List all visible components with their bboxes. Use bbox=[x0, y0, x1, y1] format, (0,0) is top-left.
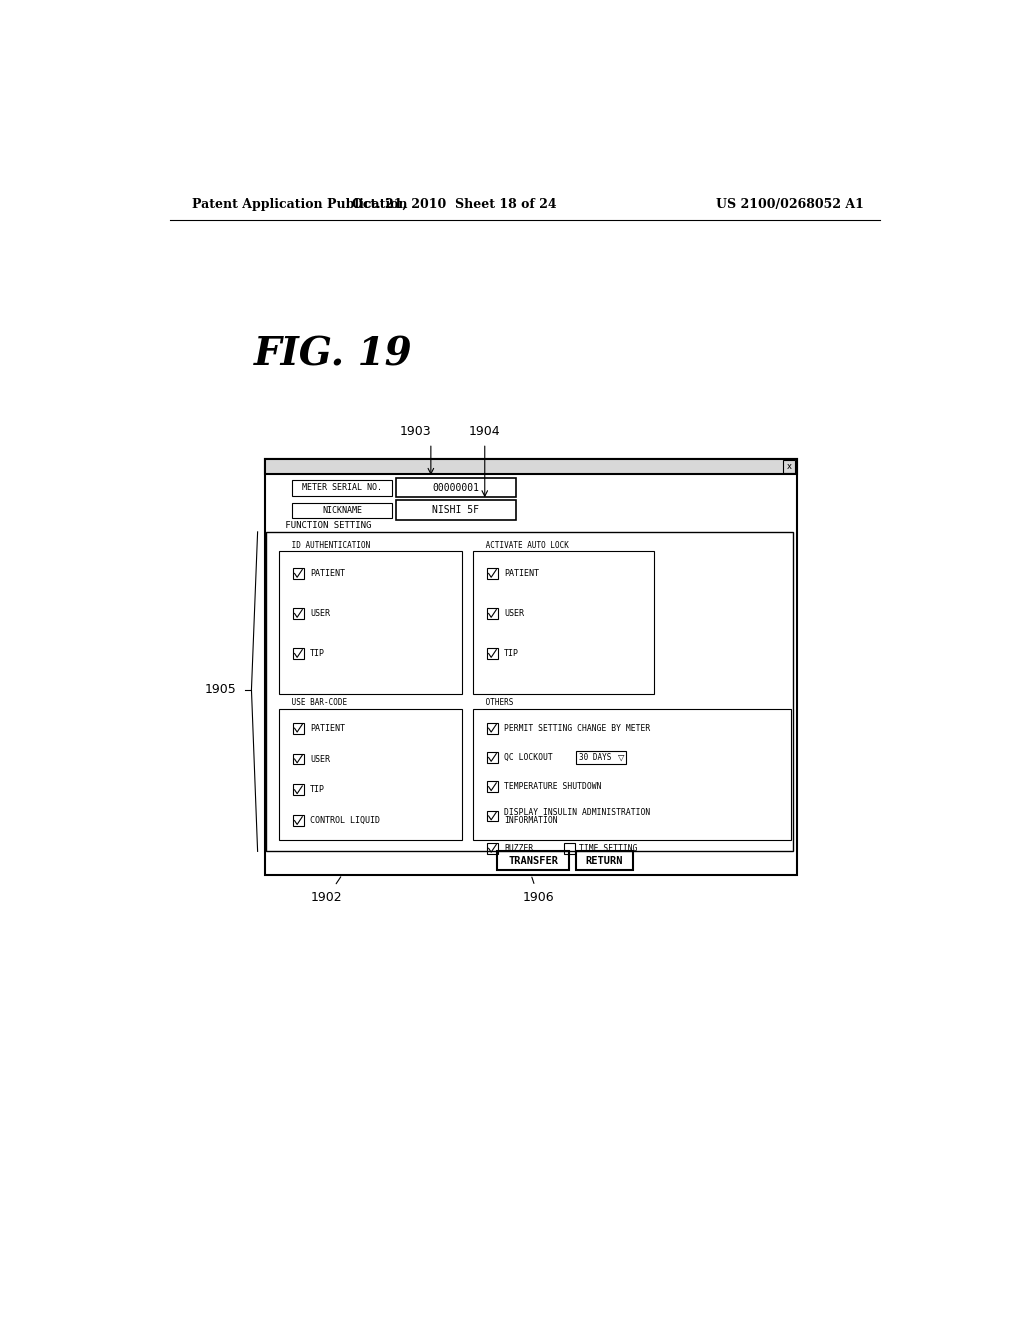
Bar bbox=[564, 843, 574, 854]
Text: USER: USER bbox=[504, 609, 524, 618]
Text: TIP: TIP bbox=[310, 649, 325, 657]
Bar bbox=[293, 609, 304, 619]
Bar bbox=[292, 480, 392, 495]
Text: QC LOCKOUT: QC LOCKOUT bbox=[504, 752, 553, 762]
Text: TIP: TIP bbox=[310, 785, 325, 795]
Text: USER: USER bbox=[310, 609, 330, 618]
Text: 30 DAYS: 30 DAYS bbox=[580, 752, 612, 762]
Bar bbox=[293, 723, 304, 734]
Text: RETURN: RETURN bbox=[586, 855, 623, 866]
Bar bbox=[487, 609, 498, 619]
Text: PATIENT: PATIENT bbox=[310, 723, 345, 733]
Text: ID AUTHENTICATION: ID AUTHENTICATION bbox=[287, 541, 375, 549]
Text: PERMIT SETTING CHANGE BY METER: PERMIT SETTING CHANGE BY METER bbox=[504, 723, 650, 733]
Text: OTHERS: OTHERS bbox=[481, 698, 518, 708]
Text: METER SERIAL NO.: METER SERIAL NO. bbox=[302, 483, 382, 492]
Bar bbox=[473, 552, 654, 693]
Text: FUNCTION SETTING: FUNCTION SETTING bbox=[280, 520, 377, 529]
Text: NISHI 5F: NISHI 5F bbox=[432, 506, 479, 515]
Text: US 2100/0268052 A1: US 2100/0268052 A1 bbox=[716, 198, 863, 211]
Bar bbox=[293, 784, 304, 795]
Bar bbox=[265, 459, 797, 874]
Text: PATIENT: PATIENT bbox=[310, 569, 345, 578]
Text: CONTROL LIQUID: CONTROL LIQUID bbox=[310, 816, 380, 825]
Text: 1902: 1902 bbox=[311, 891, 343, 904]
Bar bbox=[293, 754, 304, 764]
Text: TIME SETTING: TIME SETTING bbox=[580, 843, 638, 853]
Bar bbox=[293, 648, 304, 659]
Bar bbox=[782, 461, 795, 473]
Text: INFORMATION: INFORMATION bbox=[504, 816, 558, 825]
Text: ▽: ▽ bbox=[617, 752, 625, 762]
Text: x: x bbox=[786, 462, 792, 471]
Bar bbox=[487, 810, 498, 821]
Bar bbox=[265, 459, 797, 474]
Bar bbox=[487, 752, 498, 763]
Bar bbox=[487, 781, 498, 792]
Bar bbox=[473, 709, 792, 840]
Text: FIG. 19: FIG. 19 bbox=[254, 335, 413, 374]
Text: 1905: 1905 bbox=[205, 684, 237, 696]
Bar bbox=[293, 568, 304, 578]
Text: TIP: TIP bbox=[504, 649, 519, 657]
Text: Oct. 21, 2010  Sheet 18 of 24: Oct. 21, 2010 Sheet 18 of 24 bbox=[351, 198, 556, 211]
Text: USER: USER bbox=[310, 755, 330, 763]
Text: 00000001: 00000001 bbox=[432, 483, 479, 492]
Bar bbox=[487, 648, 498, 659]
Text: DISPLAY INSULIN ADMINISTRATION: DISPLAY INSULIN ADMINISTRATION bbox=[504, 808, 650, 817]
Bar bbox=[293, 816, 304, 826]
Text: 1906: 1906 bbox=[523, 891, 554, 904]
Text: BUZZER: BUZZER bbox=[504, 843, 534, 853]
Text: TEMPERATURE SHUTDOWN: TEMPERATURE SHUTDOWN bbox=[504, 783, 601, 791]
Bar bbox=[487, 568, 498, 578]
Bar bbox=[396, 478, 515, 498]
Bar bbox=[575, 851, 633, 870]
Text: TRANSFER: TRANSFER bbox=[508, 855, 558, 866]
Text: 1904: 1904 bbox=[469, 425, 501, 438]
Text: 1903: 1903 bbox=[399, 425, 431, 438]
Bar bbox=[487, 843, 498, 854]
Bar bbox=[575, 751, 626, 764]
Bar bbox=[396, 500, 515, 520]
Bar bbox=[280, 552, 462, 693]
Text: USE BAR-CODE: USE BAR-CODE bbox=[287, 698, 351, 708]
Bar bbox=[497, 851, 569, 870]
Text: NICKNAME: NICKNAME bbox=[323, 506, 362, 515]
Bar bbox=[266, 532, 793, 851]
Bar bbox=[280, 709, 462, 840]
Text: Patent Application Publication: Patent Application Publication bbox=[193, 198, 408, 211]
Bar bbox=[487, 723, 498, 734]
Bar bbox=[292, 503, 392, 517]
Text: ACTIVATE AUTO LOCK: ACTIVATE AUTO LOCK bbox=[481, 541, 573, 549]
Text: PATIENT: PATIENT bbox=[504, 569, 539, 578]
